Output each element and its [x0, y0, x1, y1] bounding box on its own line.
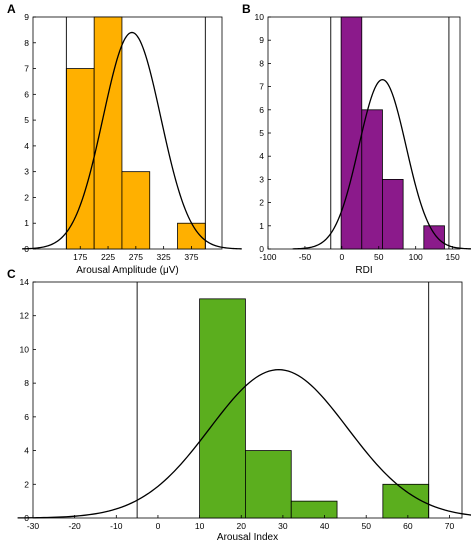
x-tick-label: 50: [361, 521, 371, 531]
x-tick-label: 100: [409, 252, 423, 262]
x-tick-label: -100: [259, 252, 276, 262]
y-tick-label: 9: [259, 35, 264, 45]
y-tick-label: 14: [20, 277, 30, 287]
x-tick-label: -50: [299, 252, 312, 262]
histogram-bar: [382, 178, 404, 250]
y-tick-label: 9: [24, 12, 29, 22]
y-tick-label: 6: [24, 89, 29, 99]
x-tick-label: 375: [184, 252, 198, 262]
normal-fit-curve: [17, 369, 471, 519]
y-tick-label: 3: [24, 167, 29, 177]
x-tick-label: 20: [237, 521, 247, 531]
histogram-bar: [121, 171, 151, 250]
panel-c: -30 -20 -10 0 10 20 30 40 50 60 70 0 2 4 6 8 10 12 14 Arous…: [7, 267, 471, 543]
histogram-bar: [93, 16, 123, 250]
x-tick-label: 50: [374, 252, 384, 262]
x-tick-label: 325: [157, 252, 171, 262]
x-tick-label: 10: [195, 521, 205, 531]
y-tick-label: 6: [24, 412, 29, 422]
normal-fit-curve: [292, 78, 471, 250]
y-tick-label: 2: [24, 192, 29, 202]
normal-fit-curve: [22, 31, 242, 250]
y-tick-label: 0: [24, 244, 29, 254]
x-tick-label: 150: [446, 252, 460, 262]
histogram-bar: [361, 109, 383, 250]
x-tick-label: 275: [129, 252, 143, 262]
x-tick-label: 60: [403, 521, 413, 531]
y-tick-label: 3: [259, 174, 264, 184]
y-tick-label: 1: [259, 221, 264, 231]
x-tick-label: 30: [278, 521, 288, 531]
x-tick-label: 40: [320, 521, 330, 531]
y-tick-label: 2: [259, 198, 264, 208]
y-tick-label: 12: [20, 311, 30, 321]
x-axis-label: Arousal Index: [217, 532, 278, 543]
x-tick-label: -10: [110, 521, 123, 531]
y-tick-label: 4: [24, 141, 29, 151]
y-tick-label: 7: [24, 64, 29, 74]
histogram-bar: [199, 298, 246, 519]
panel-letter: B: [242, 2, 251, 16]
panel-a: 175 225 275 325 375 0 1 2 3 4 5 6 7 8 9 Arousal Amplitu…: [7, 2, 242, 276]
y-tick-label: 5: [259, 128, 264, 138]
y-tick-label: 6: [259, 105, 264, 115]
panel-letter: C: [7, 267, 16, 281]
y-tick-label: 4: [259, 151, 264, 161]
y-tick-label: 7: [259, 82, 264, 92]
x-tick-label: 225: [101, 252, 115, 262]
y-tick-label: 2: [24, 479, 29, 489]
y-tick-label: 4: [24, 446, 29, 456]
histogram-bar: [290, 500, 338, 519]
panel-b: -100 -50 0 50 100 150 0 1 2 3 4 5 6 7 8 9 10 RDI B: [242, 2, 471, 276]
x-tick-label: 0: [339, 252, 344, 262]
y-tick-label: 1: [24, 218, 29, 228]
y-tick-label: 0: [259, 244, 264, 254]
x-axis-label: Arousal Amplitude (μV): [76, 265, 178, 276]
histogram-bar: [340, 16, 363, 250]
panel-letter: A: [7, 2, 16, 16]
x-tick-label: -20: [69, 521, 82, 531]
y-tick-label: 8: [24, 38, 29, 48]
x-axis-label: RDI: [355, 265, 372, 276]
x-tick-label: 70: [445, 521, 455, 531]
histogram-bar: [245, 450, 292, 519]
y-tick-label: 10: [255, 12, 265, 22]
y-tick-label: 0: [24, 513, 29, 523]
y-tick-label: 5: [24, 115, 29, 125]
histogram-bar: [423, 225, 445, 250]
y-tick-label: 8: [24, 378, 29, 388]
x-tick-label: 0: [156, 521, 161, 531]
y-tick-label: 8: [259, 58, 264, 68]
y-tick-label: 10: [20, 344, 30, 354]
x-tick-label: -30: [27, 521, 40, 531]
x-tick-label: 175: [73, 252, 87, 262]
histogram-bar: [65, 68, 95, 250]
